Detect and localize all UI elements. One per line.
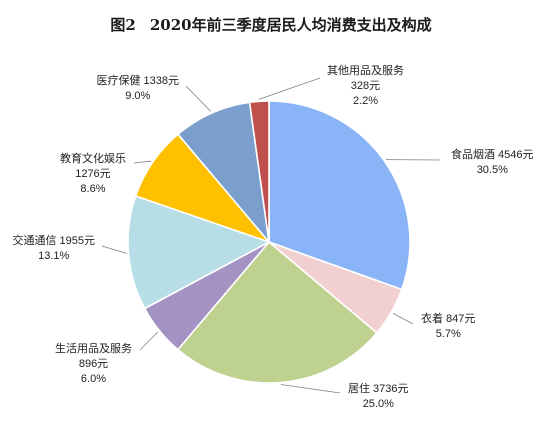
slice-label-percent: 25.0% [363, 398, 394, 410]
slice-label-name-value: 医疗保健 1338元 [96, 73, 179, 87]
slice-label-percent: 8.6% [80, 183, 105, 195]
slice-label-value: 1276元 [75, 168, 110, 180]
slice-label-name: 教育文化娱乐 [60, 151, 126, 165]
slice-label: 教育文化娱乐 1276元 8.6% [60, 151, 126, 195]
slice-label-percent: 30.5% [477, 164, 508, 176]
slice-label: 食品烟酒 4546元 30.5% [451, 147, 534, 176]
leader-line [139, 331, 159, 351]
pie-slice [127, 195, 271, 310]
leader-line [185, 85, 211, 112]
chart-title-prefix: 图2 [110, 16, 135, 34]
leader-line [392, 312, 414, 325]
slice-label: 生活用品及服务 896元 6.0% [55, 341, 132, 385]
pie-slice [248, 100, 270, 243]
slice-label: 医疗保健 1338元 9.0% [96, 73, 179, 102]
pie-slices [127, 100, 411, 384]
chart-title: 图2 2020年前三季度居民人均消费支出及构成 [110, 16, 431, 34]
chart-title-text: 2020年前三季度居民人均消费支出及构成 [150, 16, 432, 34]
slice-labels: 食品烟酒 4546元 30.5% 衣着 847元 5.7% 居住 3736元 25.0% 生… [12, 64, 533, 410]
slice-label: 居住 3736元 25.0% [348, 381, 409, 410]
slice-label-name: 生活用品及服务 [55, 341, 132, 355]
slice-label-name: 其他用品及服务 [327, 64, 404, 77]
slice-label-name-value: 食品烟酒 4546元 [451, 147, 534, 161]
slice-label-name-value: 交通通信 1955元 [12, 233, 95, 247]
slice-label-percent: 5.7% [436, 328, 461, 340]
pie-slice [176, 240, 378, 384]
slice-label: 交通通信 1955元 13.1% [12, 233, 95, 262]
slice-label: 衣着 847元 5.7% [421, 311, 475, 340]
slice-label-value: 328元 [351, 80, 380, 92]
pie-slice [268, 100, 411, 291]
leader-line [133, 160, 152, 164]
slice-label-value: 896元 [79, 358, 108, 370]
slice-label-percent: 2.2% [353, 95, 378, 107]
slice-label-percent: 9.0% [125, 90, 150, 102]
slice-label-percent: 6.0% [81, 373, 106, 385]
slice-label-percent: 13.1% [38, 250, 69, 262]
slice-label-name-value: 衣着 847元 [421, 311, 475, 325]
pie-slice [176, 101, 271, 245]
leader-line [258, 77, 321, 100]
leader-line [280, 384, 341, 394]
slice-label-name-value: 居住 3736元 [348, 381, 409, 395]
leader-lines [101, 77, 441, 394]
leader-line [101, 245, 127, 254]
slice-label: 其他用品及服务 328元 2.2% [327, 64, 404, 107]
